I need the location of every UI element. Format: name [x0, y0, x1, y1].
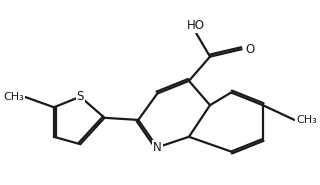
Text: S: S [76, 90, 84, 103]
Text: CH₃: CH₃ [4, 92, 24, 102]
Text: O: O [245, 43, 255, 56]
Text: HO: HO [187, 19, 205, 32]
Text: CH₃: CH₃ [296, 115, 317, 125]
Text: N: N [153, 141, 162, 154]
